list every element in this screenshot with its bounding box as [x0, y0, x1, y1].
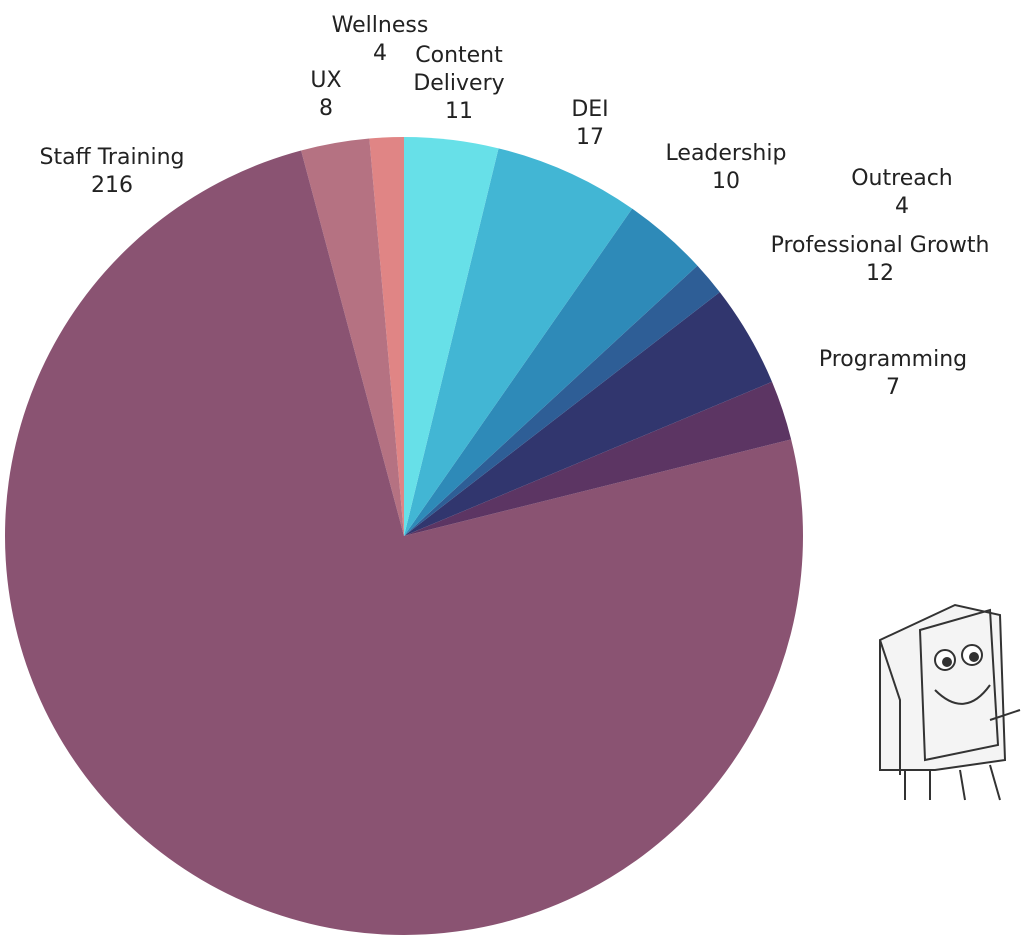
pie-slice — [404, 381, 792, 536]
slice-name: Content Delivery — [413, 43, 505, 96]
slice-value: 10 — [711, 169, 740, 194]
slice-label: Content Delivery 11 — [394, 42, 524, 126]
pie-slice — [369, 137, 404, 536]
slice-value: 216 — [91, 173, 133, 198]
book-illustration — [879, 603, 1021, 801]
slice-label: DEI 17 — [571, 96, 608, 152]
pie-slice — [5, 150, 804, 935]
slice-name: Professional Growth — [770, 233, 990, 258]
slice-value: 17 — [576, 125, 604, 150]
slice-name: Wellness — [331, 13, 429, 38]
slice-name: Outreach — [851, 166, 953, 191]
slice-name: Programming — [818, 347, 968, 372]
slice-value: 12 — [866, 261, 894, 286]
slice-label: Professional Growth 12 — [771, 232, 990, 288]
pie-slice — [404, 148, 633, 536]
slice-label: Wellness 4 — [332, 12, 429, 68]
slice-label: Programming 7 — [819, 346, 967, 402]
slice-label: UX 8 — [310, 67, 341, 123]
slice-value: 4 — [372, 41, 387, 66]
pie-slice — [404, 265, 720, 536]
pie-slice — [301, 138, 404, 537]
slice-name: Staff Training — [39, 145, 185, 170]
slice-name: Leadership — [665, 141, 787, 166]
slice-name: UX — [310, 68, 342, 93]
slice-label: Outreach 4 — [851, 165, 953, 221]
slice-value: 8 — [319, 96, 333, 121]
slice-value: 7 — [886, 375, 900, 400]
pie-slice — [404, 292, 773, 536]
slice-label: Staff Training 216 — [39, 144, 184, 200]
slice-label: Leadership 10 — [666, 140, 787, 196]
pie-slice — [404, 137, 499, 536]
pie-slice — [404, 208, 698, 536]
slice-value: 11 — [445, 99, 473, 124]
slice-value: 4 — [894, 194, 909, 219]
slice-name: DEI — [571, 97, 609, 122]
